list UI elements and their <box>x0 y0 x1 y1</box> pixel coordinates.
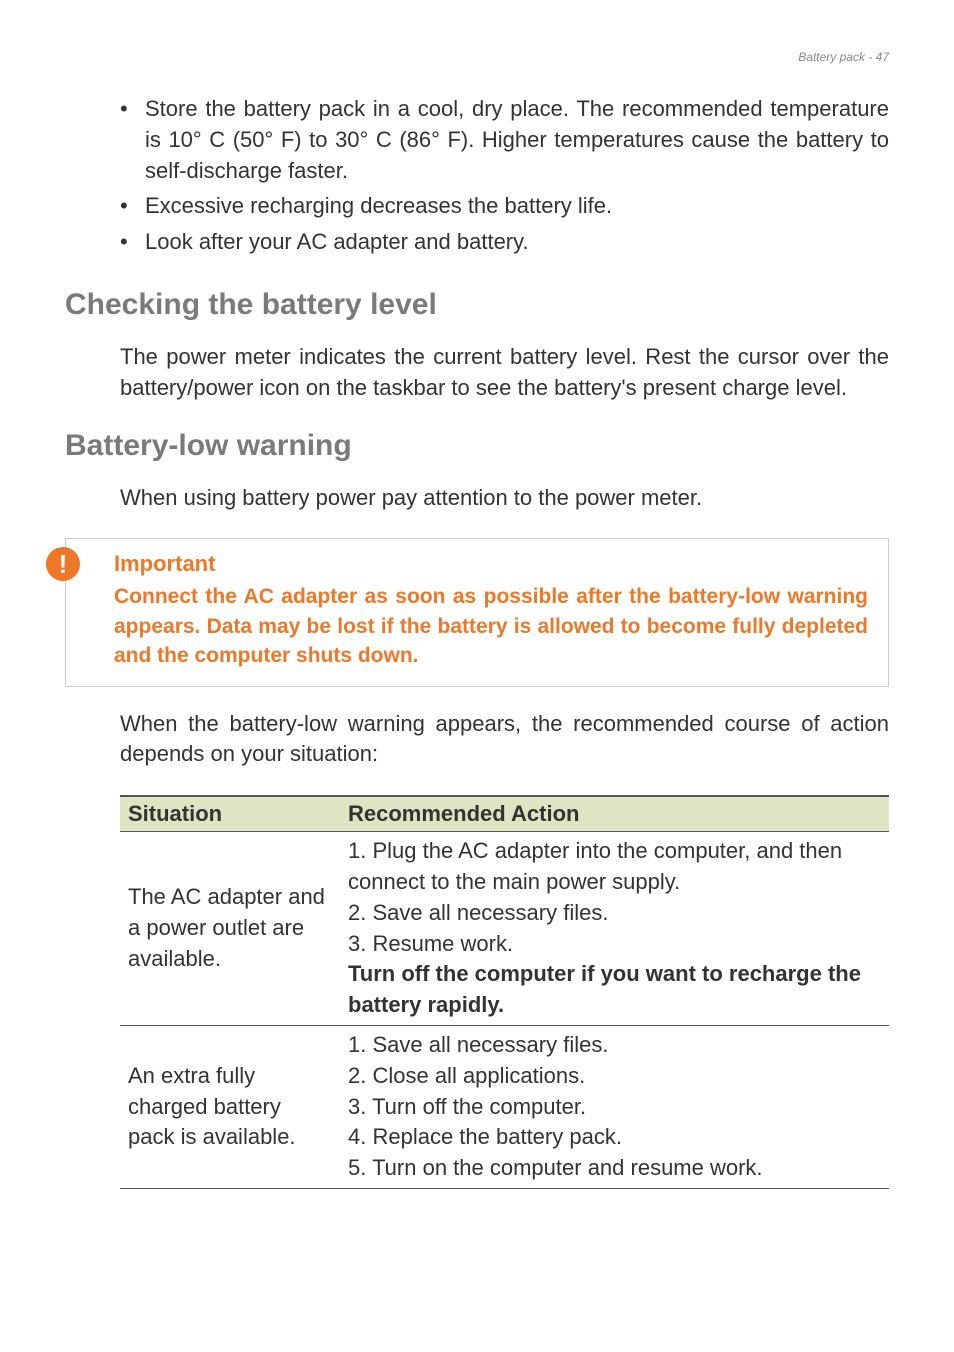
table-header-row: Situation Recommended Action <box>120 796 889 832</box>
intro-bullet-3: Look after your AC adapter and battery. <box>120 227 889 258</box>
col-header-action: Recommended Action <box>340 796 889 832</box>
battery-low-warning-heading: Battery-low warning <box>65 429 889 463</box>
table-row: The AC adapter and a power outlet are av… <box>120 832 889 1026</box>
callout-title: Important <box>114 551 215 577</box>
callout-header: ! Important <box>86 551 868 577</box>
action-cell: 1. Save all necessary files.2. Close all… <box>340 1025 889 1188</box>
exclamation-icon: ! <box>59 551 68 577</box>
situation-table: Situation Recommended Action The AC adap… <box>120 795 889 1189</box>
checking-battery-level-heading: Checking the battery level <box>65 288 889 322</box>
action-line: 1. Save all necessary files. <box>348 1030 881 1061</box>
situation-cell: The AC adapter and a power outlet are av… <box>120 832 340 1026</box>
callout-body: Connect the AC adapter as soon as possib… <box>114 582 868 670</box>
intro-bullet-list: Store the battery pack in a cool, dry pl… <box>120 94 889 258</box>
action-line: 2. Save all necessary files. <box>348 898 881 929</box>
important-icon: ! <box>46 547 80 581</box>
intro-bullet-1: Store the battery pack in a cool, dry pl… <box>120 94 889 186</box>
battery-low-warning-para: When using battery power pay attention t… <box>120 483 889 514</box>
action-line: 5. Turn on the computer and resume work. <box>348 1153 881 1184</box>
action-cell: 1. Plug the AC adapter into the computer… <box>340 832 889 1026</box>
action-line: Turn off the computer if you want to rec… <box>348 959 881 1021</box>
action-line: 3. Turn off the computer. <box>348 1092 881 1123</box>
action-line: 3. Resume work. <box>348 929 881 960</box>
col-header-situation: Situation <box>120 796 340 832</box>
important-callout: ! Important Connect the AC adapter as so… <box>65 538 889 686</box>
page-header-label: Battery pack - 47 <box>65 50 889 64</box>
action-line: 2. Close all applications. <box>348 1061 881 1092</box>
checking-battery-level-para: The power meter indicates the current ba… <box>120 342 889 404</box>
table-row: An extra fully charged battery pack is a… <box>120 1025 889 1188</box>
pre-table-para: When the battery-low warning appears, th… <box>120 709 889 771</box>
situation-table-wrap: Situation Recommended Action The AC adap… <box>120 795 889 1189</box>
intro-bullet-2: Excessive recharging decreases the batte… <box>120 191 889 222</box>
action-line: 4. Replace the battery pack. <box>348 1122 881 1153</box>
action-line: 1. Plug the AC adapter into the computer… <box>348 836 881 898</box>
situation-cell: An extra fully charged battery pack is a… <box>120 1025 340 1188</box>
